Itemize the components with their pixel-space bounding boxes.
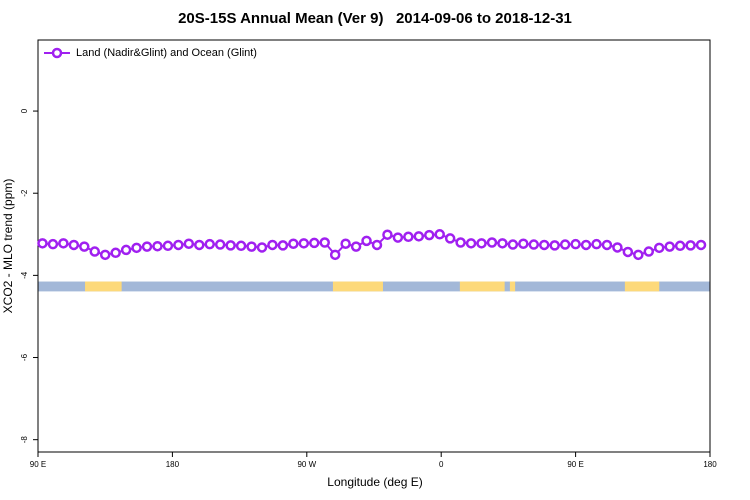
x-tick-label: 90 E [567,460,583,469]
data-point [319,237,330,248]
data-point [79,241,90,252]
y-axis-label: XCO2 - MLO trend (ppm) [1,179,15,314]
data-point [162,240,174,252]
y-tick-label: -4 [20,271,29,279]
x-axis-label: Longitude (deg E) [327,475,422,489]
data-point [455,237,466,248]
data-point [612,242,623,253]
data-point [413,231,425,242]
y-tick-label: -2 [20,189,29,197]
data-point [643,246,655,257]
legend-marker [51,47,63,59]
data-point [256,242,268,253]
data-point [392,232,404,243]
land-segment [332,281,383,292]
data-point [120,244,132,256]
x-tick-label: 90 E [30,460,46,469]
data-point [591,238,602,250]
data-point [225,240,236,251]
data-point [444,233,456,244]
data-point [465,238,477,249]
data-point [424,229,435,241]
data-point [497,238,508,249]
data-point [131,242,142,254]
chart-title: 20S-15S Annual Mean (Ver 9) 2014-09-06 t… [178,10,572,27]
data-point [194,239,205,251]
data-point [99,249,111,261]
data-point [633,249,644,261]
data-point [110,247,121,259]
data-point [538,239,550,251]
data-point [549,240,560,251]
data-point [267,239,278,251]
data-point [695,239,707,251]
x-tick-label: 180 [166,460,180,469]
legend-label: Land (Nadir&Glint) and Ocean (Glint) [76,47,257,59]
data-point [47,238,59,250]
data-point [518,238,529,249]
data-point [89,246,100,257]
data-point [664,241,675,252]
data-point [403,231,414,243]
land-segment [624,281,660,292]
x-tick-label: 180 [703,460,717,469]
data-point [141,241,153,252]
data-point [674,240,686,252]
data-point [486,237,498,248]
data-point [214,239,226,250]
data-point [329,249,341,261]
y-tick-label: -6 [20,353,29,361]
land-segment [509,281,516,292]
data-point [288,238,299,249]
data-point [204,238,215,250]
data-point [183,238,195,249]
data-point [58,238,69,249]
data-point [361,235,372,247]
data-point [68,239,80,251]
data-point [580,239,592,251]
data-point [685,240,696,251]
data-point [298,238,310,249]
data-point [476,238,487,249]
data-point [382,229,393,240]
data-point [559,239,571,250]
data-point [653,242,665,254]
data-point [507,239,519,250]
data-point [235,240,247,252]
data-point [622,246,634,258]
data-point [152,240,163,252]
data-point [340,238,351,249]
land-segment [459,281,505,292]
data-point [37,238,48,249]
land-segment [85,281,122,292]
data-point [277,240,289,251]
y-tick-label: 0 [20,108,29,113]
x-tick-label: 90 W [297,460,316,469]
y-tick-label: -8 [20,436,29,444]
data-point [434,229,445,240]
data-point [570,238,581,250]
data-point [309,237,320,249]
x-tick-label: 0 [439,460,444,469]
data-point [528,239,540,250]
data-point [350,241,362,252]
data-point [246,241,257,252]
data-point [601,239,613,251]
data-point [371,239,383,251]
data-point [173,239,184,251]
